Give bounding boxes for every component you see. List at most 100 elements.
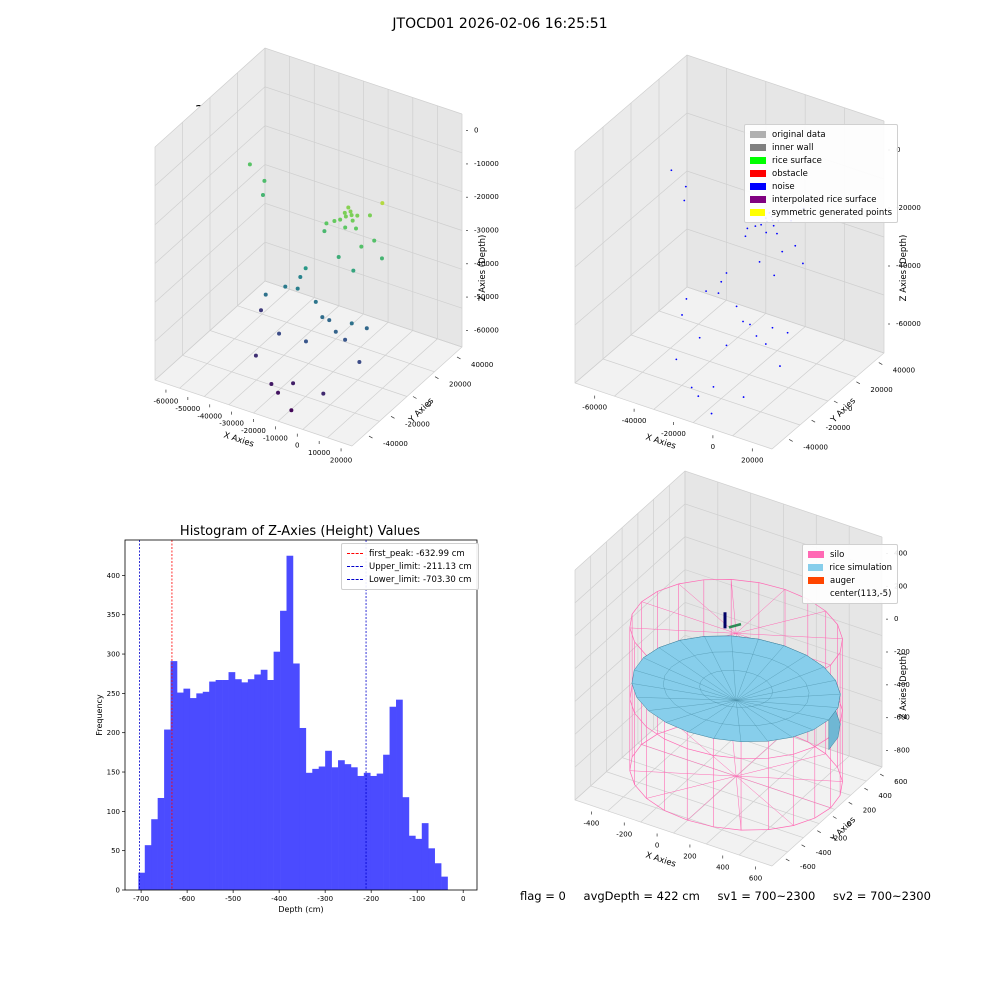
p2-noise-point (681, 314, 683, 316)
histogram-y-tick-label: 400 (107, 572, 120, 580)
silo-floor-spoke (678, 726, 737, 777)
p2-y-tick (856, 381, 861, 385)
p1-z-tick-label: -30000 (474, 227, 499, 235)
p1-data-point (263, 292, 268, 297)
p2-noise-point (760, 223, 763, 226)
p4-x-tick-label: -400 (583, 820, 599, 828)
panel4-legend-item: rice simulation (808, 561, 892, 574)
histogram-bar (202, 691, 210, 890)
p4-grid-z (574, 470, 883, 571)
p2-noise-point (670, 169, 673, 172)
silo-floor-spoke (646, 775, 737, 799)
p1-data-point (289, 408, 294, 413)
p2-noise-point (786, 331, 789, 334)
p1-data-point (333, 329, 338, 334)
p1-data-point (343, 214, 348, 219)
histogram-bar (350, 767, 358, 890)
p2-y-tick (833, 400, 838, 404)
p1-data-point (379, 256, 384, 261)
histogram-bar (260, 669, 268, 890)
p4-z-tick-label: -600 (894, 714, 910, 722)
legend-label: noise (772, 181, 795, 192)
p1-data-point (364, 326, 369, 331)
p2-noise-point (712, 385, 715, 388)
p2-noise-point (749, 323, 751, 326)
legend-label: first_peak: -632.99 cm (369, 548, 465, 559)
histogram-x-tick-label: -200 (363, 895, 379, 903)
rice-mesh-line (704, 636, 737, 701)
histogram-bar (196, 693, 204, 890)
histogram-y-tick-label: 300 (107, 651, 120, 659)
p2-z-tick-label: -40000 (896, 262, 921, 270)
p1-data-point (276, 390, 281, 395)
rice-mesh-line (736, 700, 814, 731)
p1-data-point (348, 209, 353, 214)
p1-z-tick-label: -10000 (474, 160, 499, 168)
p1-data-point (320, 315, 325, 320)
p4-y-tick (848, 802, 853, 805)
histogram-bar (183, 688, 191, 890)
p2-noise-point (772, 224, 775, 227)
p1-x-tick-label: 20000 (330, 456, 352, 464)
p4-y-tick-label: 200 (863, 806, 876, 814)
histogram-bar (215, 680, 223, 890)
p1-data-point (355, 213, 360, 218)
histogram-y-tick-label: 150 (107, 769, 120, 777)
silo-roof-spoke (629, 627, 737, 634)
p4-y-tick-label: 0 (847, 821, 851, 829)
p2-noise-point (725, 272, 728, 274)
p1-x-tick-label: -40000 (197, 412, 222, 420)
p2-noise-point (755, 335, 758, 337)
histogram-bar (254, 674, 262, 890)
p1-y-tick-label: 0 (427, 401, 431, 409)
legend-swatch (750, 209, 766, 216)
p4-x-tick-label: 200 (683, 853, 696, 861)
histogram-ylabel: Frequency (95, 694, 104, 736)
histogram-bar (144, 845, 152, 890)
p2-noise-point (746, 227, 749, 230)
histogram-legend: first_peak: -632.99 cm Upper_limit: -211.… (341, 543, 479, 590)
panel4-legend-item: center(113,-5) (808, 587, 892, 600)
p2-z-tick-label: 0 (896, 146, 900, 154)
histogram-frame (124, 539, 478, 891)
p1-z-tick-label: -40000 (474, 260, 499, 268)
p1-data-point (380, 201, 385, 206)
histogram-bar (273, 651, 281, 890)
panel2-legend-item: inner wall (750, 141, 892, 154)
p1-data-point (313, 299, 318, 304)
p1-grid-z (154, 125, 463, 225)
silo-roof-spoke (736, 610, 826, 634)
legend-line-swatch (347, 566, 363, 567)
histogram-bar (228, 672, 236, 890)
histogram-bar (344, 764, 352, 890)
panel2-legend-item: symmetric generated points (750, 206, 892, 219)
legend-swatch (750, 144, 766, 151)
histogram-y-tick-label: 350 (107, 611, 120, 619)
auger-indicator (728, 622, 742, 629)
p1-x-tick-label: -20000 (241, 427, 266, 435)
p2-noise-point (710, 412, 713, 415)
p4-y-tick-label: -400 (816, 849, 832, 857)
p2-x-tick-label: -40000 (622, 417, 647, 425)
p2-x-tick-label: 20000 (741, 456, 763, 464)
p1-y-tick-label: 40000 (471, 361, 493, 369)
p1-x-tick-label: -50000 (175, 405, 200, 413)
histogram-bar (389, 706, 397, 890)
p2-noise-point (754, 225, 757, 227)
p2-noise-point (690, 386, 693, 389)
legend-label: rice simulation (829, 562, 892, 573)
legend-swatch (750, 183, 766, 190)
p2-y-tick-label: 40000 (893, 367, 915, 375)
legend-swatch (808, 577, 824, 584)
p1-data-point (342, 210, 347, 215)
status-sv1: sv1 = 700~2300 (717, 889, 816, 903)
p1-data-point (303, 266, 308, 271)
p2-zlabel: Z Axies (Depth) (899, 235, 909, 302)
silo-roof-spoke (641, 601, 737, 634)
histogram-bar (222, 680, 229, 890)
histogram-bar (151, 819, 158, 890)
p2-grid-z (574, 228, 885, 326)
figure-title: JTOCD01 2026-02-06 16:25:51 (392, 16, 608, 32)
p1-y-tick-label: -20000 (405, 420, 430, 428)
